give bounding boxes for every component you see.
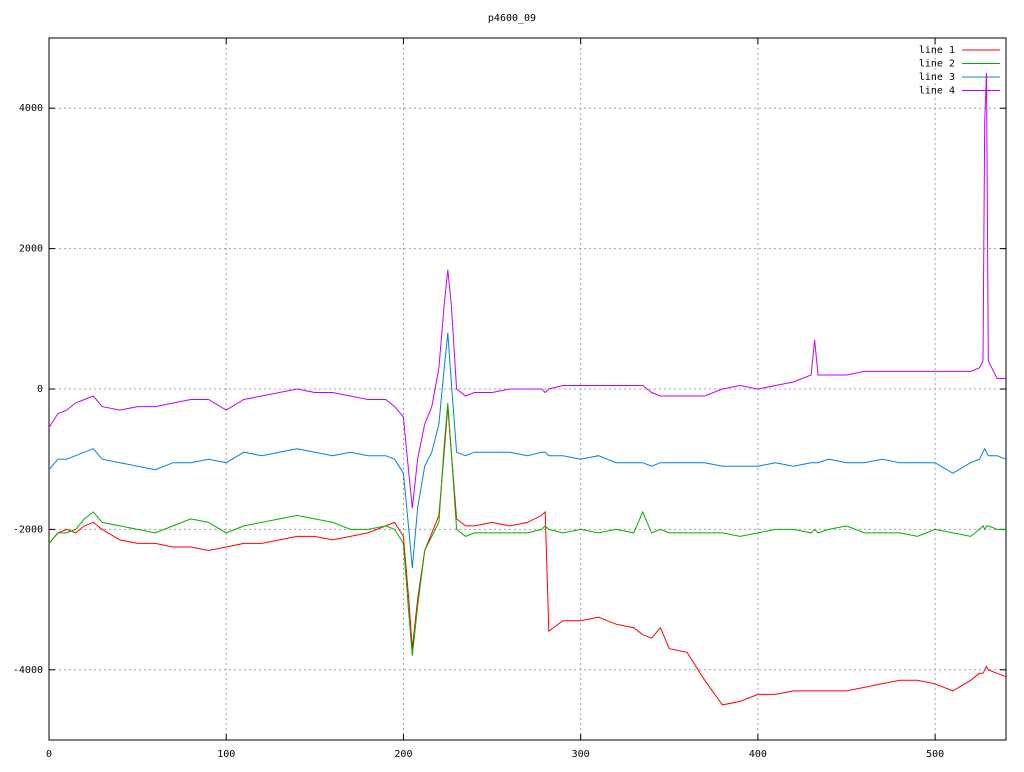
legend-label: line 1 xyxy=(919,45,955,56)
series-line xyxy=(48,73,1006,509)
y-tick-label: 4000 xyxy=(19,103,43,114)
x-tick-label: 500 xyxy=(926,749,944,760)
plot-frame xyxy=(48,37,1007,741)
y-tick-label: 2000 xyxy=(19,244,43,255)
legend-label: line 3 xyxy=(919,72,955,83)
legend-label: line 4 xyxy=(919,86,955,97)
y-tick-label: -2000 xyxy=(13,524,43,535)
legend-label: line 2 xyxy=(919,59,955,70)
y-tick-label: -4000 xyxy=(13,665,43,676)
chart-title: p4600_09 xyxy=(488,13,536,24)
x-tick-label: 200 xyxy=(394,749,412,760)
x-tick-label: 400 xyxy=(749,749,767,760)
x-tick-label: 0 xyxy=(46,749,52,760)
series-line xyxy=(48,402,1006,656)
y-tick-label: 0 xyxy=(37,384,43,395)
x-tick-label: 100 xyxy=(217,749,235,760)
x-tick-label: 300 xyxy=(572,749,590,760)
series-line xyxy=(48,332,1007,569)
series-line xyxy=(48,406,1007,706)
